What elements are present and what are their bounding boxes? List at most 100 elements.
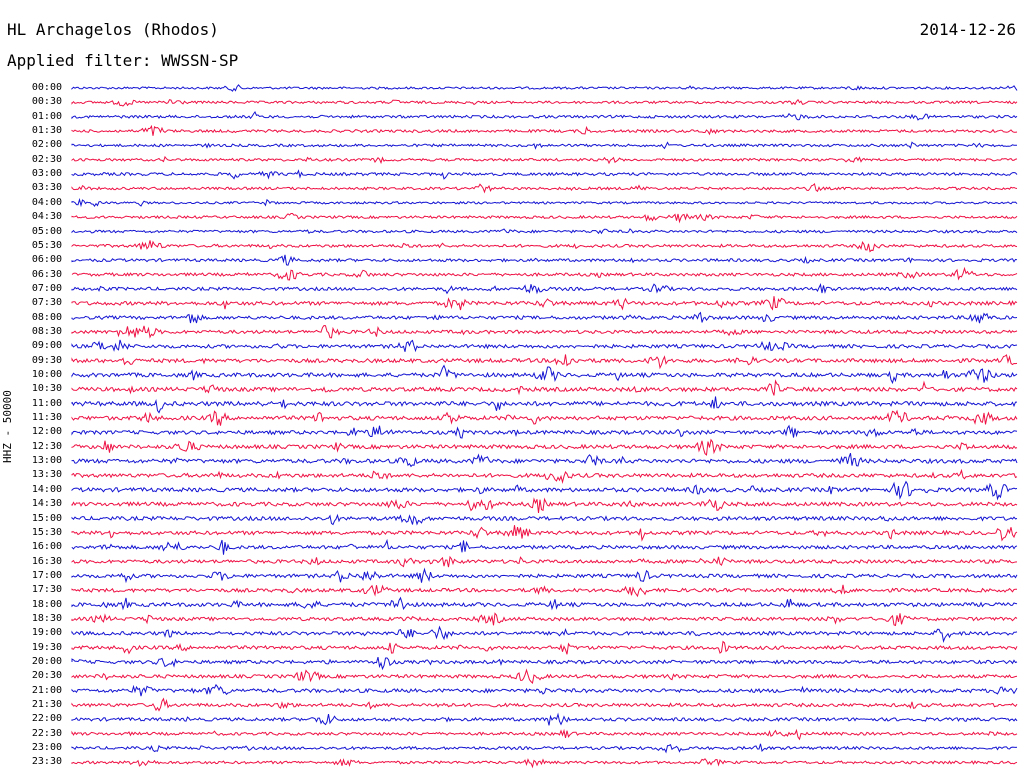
time-label: 14:00 [31, 483, 62, 495]
trace-row [71, 213, 1018, 224]
time-label: 01:00 [31, 110, 62, 122]
trace-row [71, 538, 1018, 555]
date-label: 2014-12-26 [919, 20, 1016, 39]
trace-row [71, 124, 1018, 136]
trace-row [71, 182, 1018, 194]
filter-label: Applied filter: [7, 51, 152, 70]
trace-row [71, 640, 1018, 655]
filter-line: Applied filter: WWSSN-SP [7, 51, 238, 70]
time-label: 11:00 [31, 397, 62, 409]
trace-row [71, 266, 1018, 281]
trace-row [71, 409, 1018, 426]
time-label: 10:30 [31, 383, 62, 395]
time-label: 08:00 [31, 311, 62, 323]
trace-row [71, 758, 1018, 769]
time-label: 02:00 [31, 139, 62, 151]
trace-row [71, 525, 1018, 542]
time-label: 12:30 [31, 440, 62, 452]
time-label: 06:00 [31, 254, 62, 266]
trace-row [71, 379, 1018, 396]
trace-row [71, 228, 1018, 235]
trace-row [71, 743, 1018, 754]
time-label: 04:00 [31, 196, 62, 208]
time-label: 03:00 [31, 168, 62, 180]
time-label: 12:00 [31, 426, 62, 438]
time-label: 23:30 [31, 756, 62, 768]
trace-row [71, 612, 1018, 627]
time-label: 11:30 [31, 412, 62, 424]
time-label: 09:30 [31, 354, 62, 366]
time-label: 14:30 [31, 498, 62, 510]
trace-row [71, 438, 1018, 456]
time-label: 10:00 [31, 369, 62, 380]
time-label: 09:00 [31, 340, 62, 352]
time-label: 08:30 [31, 325, 62, 337]
trace-row [71, 254, 1018, 266]
trace-row [71, 683, 1018, 697]
trace-row [71, 197, 1018, 208]
trace-row [71, 240, 1018, 253]
time-label: 15:00 [31, 512, 62, 524]
time-label: 06:30 [31, 268, 62, 280]
time-label: 13:30 [31, 469, 62, 481]
time-label: 05:00 [31, 225, 62, 237]
trace-row [71, 324, 1018, 339]
trace-row [71, 480, 1018, 501]
time-label: 15:30 [31, 526, 62, 538]
trace-row [71, 311, 1018, 324]
time-label: 19:30 [31, 641, 62, 653]
trace-row [71, 169, 1018, 180]
trace-row [71, 111, 1018, 121]
trace-row [71, 141, 1018, 150]
time-label: 19:00 [31, 627, 62, 639]
time-label: 13:00 [31, 455, 62, 467]
trace-row [71, 424, 1018, 439]
trace-row [71, 468, 1018, 484]
trace-row [71, 567, 1018, 584]
time-label: 22:30 [31, 727, 62, 739]
time-label: 17:00 [31, 569, 62, 581]
time-label: 23:00 [31, 742, 62, 754]
trace-row [71, 296, 1018, 311]
time-label: 20:30 [31, 670, 62, 682]
trace-row [71, 396, 1017, 414]
time-label: 04:30 [31, 211, 62, 223]
trace-row [71, 728, 1018, 741]
time-label: 00:00 [31, 82, 62, 93]
trace-row [71, 364, 1018, 385]
trace-row [71, 84, 1018, 92]
time-label: 05:30 [31, 239, 62, 251]
trace-row [71, 625, 1018, 643]
trace-row [71, 497, 1018, 513]
time-label: 20:00 [31, 656, 62, 667]
time-label: 16:30 [31, 555, 62, 567]
time-label: 01:30 [31, 125, 62, 137]
time-label: 07:30 [31, 297, 62, 309]
time-label: 00:30 [31, 96, 62, 108]
trace-row [71, 453, 1018, 468]
filter-value: WWSSN-SP [161, 51, 239, 70]
trace-row [71, 697, 1018, 712]
time-label: 18:30 [31, 612, 62, 624]
time-label: 03:30 [31, 182, 62, 194]
trace-row [71, 712, 1018, 726]
trace-row [71, 584, 1017, 598]
trace-row [71, 513, 1018, 526]
trace-row [71, 668, 1018, 684]
time-label: 07:00 [31, 282, 62, 294]
time-label: 18:00 [31, 598, 62, 610]
time-label: 21:00 [31, 684, 62, 696]
trace-row [71, 339, 1018, 353]
trace-row [71, 354, 1018, 370]
time-label: 16:00 [31, 541, 62, 553]
time-label: 17:30 [31, 584, 62, 596]
trace-row [71, 555, 1018, 568]
trace-row [71, 656, 1018, 671]
time-label: 21:30 [31, 699, 62, 711]
trace-row [71, 98, 1018, 107]
trace-row [71, 596, 1018, 611]
trace-row [71, 155, 1018, 165]
trace-row [71, 283, 1018, 295]
